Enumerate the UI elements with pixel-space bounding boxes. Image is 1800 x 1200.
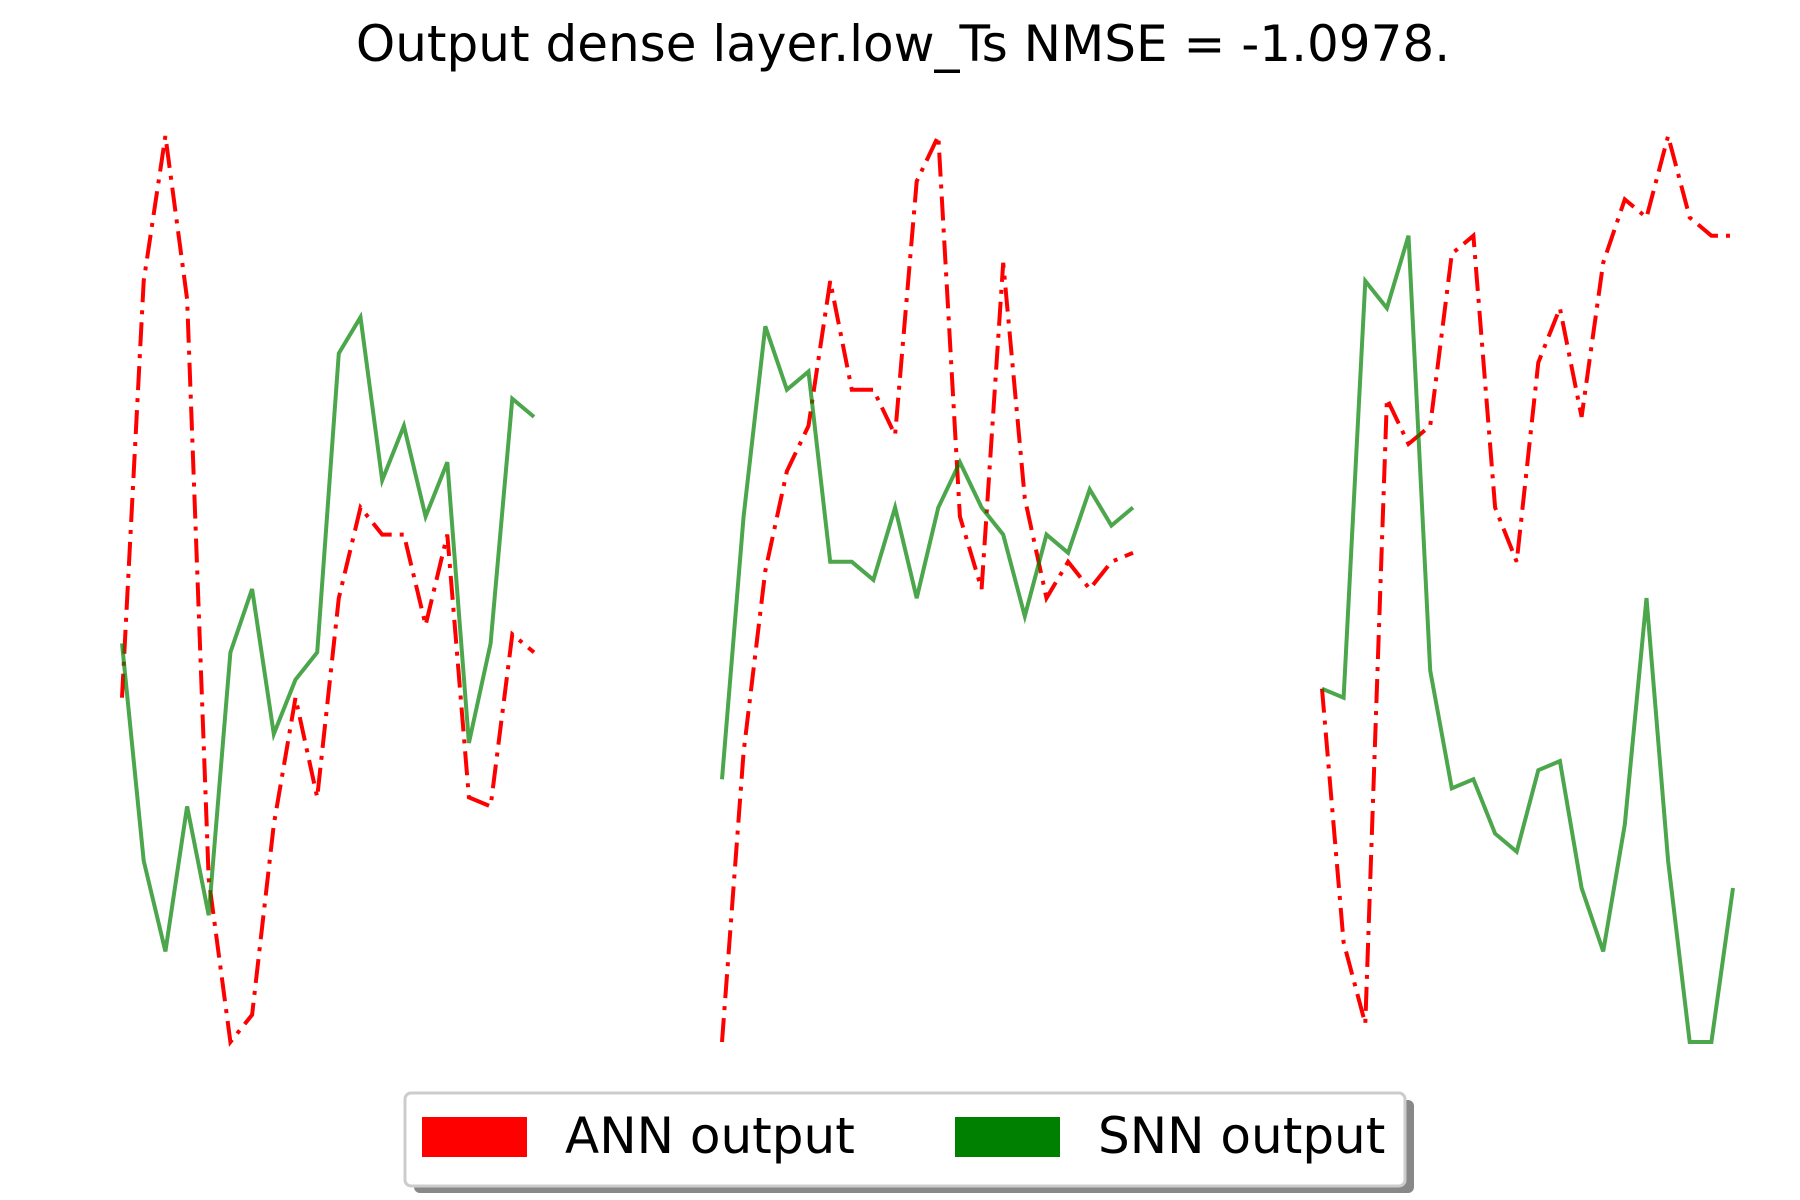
series-line-snn-output-panel-3 (1321, 235, 1735, 1044)
series-line-ann-output-panel-1 (120, 135, 536, 1047)
legend-swatch-ann (422, 1117, 527, 1157)
panel-2 (720, 135, 1135, 1043)
series-line-snn-output-panel-2 (720, 325, 1135, 780)
panels-group (120, 128, 1735, 1047)
series-line-ann-output-panel-2 (720, 135, 1134, 1043)
legend-label-ann: ANN output (565, 1107, 855, 1165)
legend: ANN output SNN output (403, 1091, 1414, 1193)
chart-title: Output dense layer.low_Ts NMSE = -1.0978… (356, 15, 1450, 73)
panel-3 (1320, 128, 1735, 1044)
legend-label-snn: SNN output (1098, 1107, 1385, 1165)
legend-swatch-snn (955, 1117, 1060, 1157)
legend-box (403, 1091, 1407, 1188)
panel-1 (120, 135, 536, 1047)
series-line-snn-output-panel-1 (120, 311, 536, 952)
series-line-ann-output-panel-3 (1320, 128, 1733, 1025)
